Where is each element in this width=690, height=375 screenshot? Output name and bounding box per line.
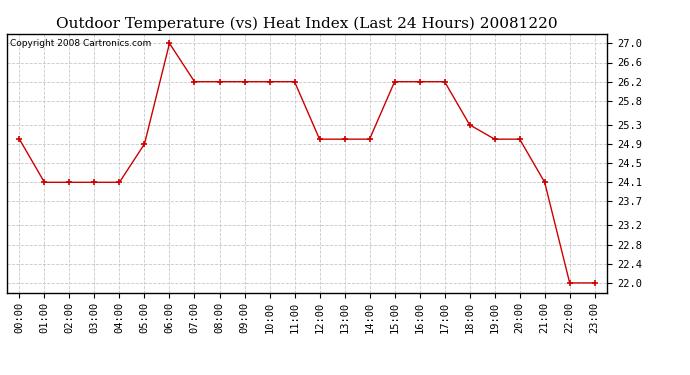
Text: Copyright 2008 Cartronics.com: Copyright 2008 Cartronics.com (10, 39, 151, 48)
Title: Outdoor Temperature (vs) Heat Index (Last 24 Hours) 20081220: Outdoor Temperature (vs) Heat Index (Las… (57, 17, 558, 31)
